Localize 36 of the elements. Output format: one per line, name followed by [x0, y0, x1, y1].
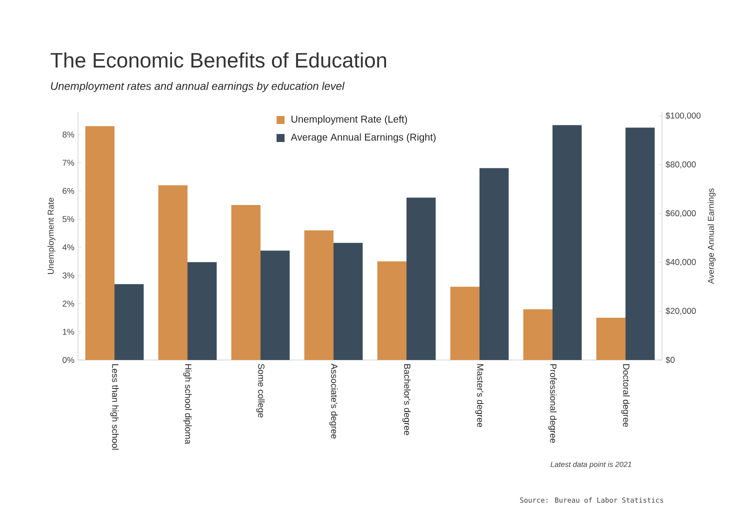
bar	[85, 126, 114, 360]
chart-title: The Economic Benefits of Education	[50, 52, 386, 68]
x-tick-label: Bachelor's degree	[402, 364, 411, 436]
x-tick-label: Associate's degree	[329, 364, 338, 439]
y2-tick-label: $20,000	[666, 308, 696, 315]
bar	[626, 128, 655, 360]
bar	[114, 284, 144, 360]
y-tick-label: 8%	[62, 132, 74, 138]
y-tick-label: 1%	[62, 328, 74, 335]
x-tick-label: High school diploma	[183, 364, 192, 444]
bar	[480, 168, 509, 360]
x-tick-label: Some college	[256, 364, 265, 418]
x-tick-label: Professional degree	[548, 364, 557, 443]
y2-tick-label: $40,000	[666, 258, 696, 266]
x-tick-label: Doctoral degree	[621, 364, 630, 427]
y-tick-label: 6%	[62, 188, 74, 194]
legend-label: Average Annual Earnings (Right)	[290, 133, 436, 143]
y2-tick-label: $60,000	[666, 210, 696, 218]
y2-tick-label: $80,000	[666, 161, 696, 168]
bar	[552, 125, 582, 360]
bar	[596, 318, 626, 360]
bar	[523, 309, 552, 360]
y2-axis-title: Average Annual Earnings	[708, 188, 716, 284]
y-tick-label: 2%	[62, 300, 74, 307]
y-axis-title: Unemployment Rate	[48, 198, 56, 274]
chart-subtitle: Unemployment rates and annual earnings by education level	[51, 82, 345, 92]
y2-tick-label: $100,000	[666, 112, 700, 120]
y-tick-label: 0%	[62, 357, 74, 363]
legend-label: Unemployment Rate (Left)	[292, 115, 407, 125]
y-tick-label: 3%	[62, 272, 74, 278]
x-tick-label: Master's degree	[475, 364, 484, 428]
y-tick-label: 4%	[62, 244, 74, 250]
x-tick-label: Less than high school	[110, 364, 119, 450]
y-tick-label: 7%	[62, 160, 74, 166]
y2-tick-label: $0	[666, 356, 675, 364]
y-tick-label: 5%	[62, 216, 74, 222]
